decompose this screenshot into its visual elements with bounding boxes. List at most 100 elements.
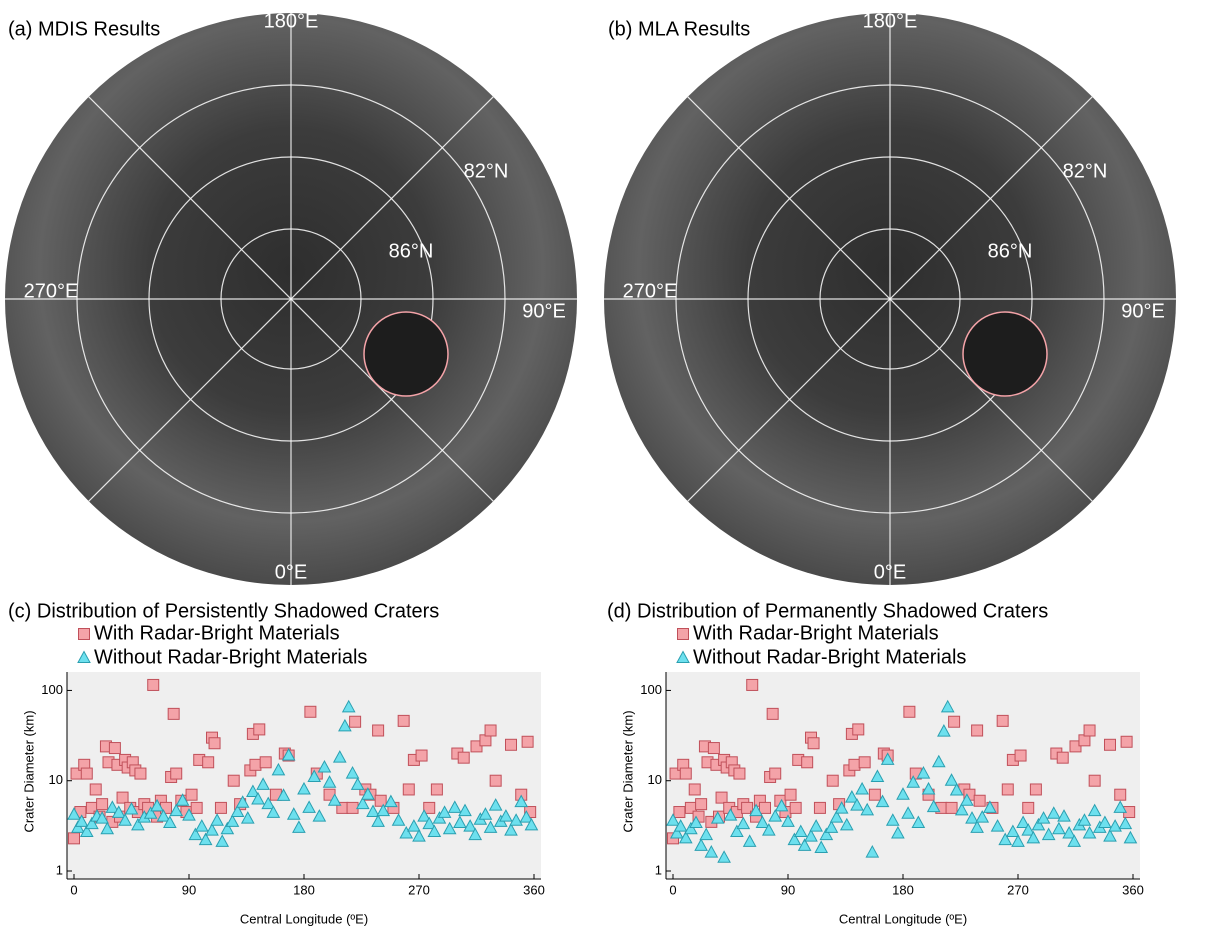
point bbox=[403, 784, 414, 795]
point bbox=[790, 802, 801, 813]
point bbox=[1121, 736, 1132, 747]
point bbox=[81, 768, 92, 779]
point bbox=[814, 802, 825, 813]
lat-label: 86°N bbox=[389, 240, 434, 262]
y-tick-label: 100 bbox=[41, 682, 63, 697]
point bbox=[1030, 784, 1041, 795]
point bbox=[689, 784, 700, 795]
point bbox=[250, 759, 261, 770]
y-axis-label: Crater Diameter (km) bbox=[21, 710, 36, 832]
point bbox=[869, 789, 880, 800]
point bbox=[375, 795, 386, 806]
point bbox=[398, 715, 409, 726]
x-axis-label: Central Longitude (ºE) bbox=[839, 911, 967, 926]
point bbox=[904, 706, 915, 717]
point bbox=[946, 802, 957, 813]
point bbox=[808, 738, 819, 749]
point bbox=[431, 784, 442, 795]
point bbox=[1105, 739, 1116, 750]
point bbox=[260, 757, 271, 768]
point bbox=[228, 775, 239, 786]
chart: (c) Distribution of Persistently Shadowe… bbox=[8, 600, 545, 926]
point bbox=[522, 736, 533, 747]
figure: (a) MDIS Results 180°E 270°E 90°E 0°E 82°N 86°… bbox=[0, 0, 1207, 936]
point bbox=[490, 775, 501, 786]
point bbox=[827, 775, 838, 786]
point bbox=[716, 792, 727, 803]
point bbox=[849, 759, 860, 770]
point bbox=[347, 802, 358, 813]
legend-marker bbox=[678, 629, 689, 640]
point bbox=[109, 743, 120, 754]
legend-label: Without Radar-Bright Materials bbox=[693, 646, 966, 668]
point bbox=[1084, 725, 1095, 736]
x-tick-label: 180 bbox=[293, 882, 315, 897]
point bbox=[215, 802, 226, 813]
point bbox=[1057, 752, 1068, 763]
point bbox=[696, 799, 707, 810]
x-tick-label: 90 bbox=[182, 882, 196, 897]
point bbox=[416, 750, 427, 761]
y-tick-label: 1 bbox=[655, 862, 662, 877]
legend-marker bbox=[79, 629, 90, 640]
point bbox=[680, 768, 691, 779]
y-tick-label: 10 bbox=[49, 772, 63, 787]
point bbox=[148, 679, 159, 690]
point bbox=[760, 802, 771, 813]
x-tick-label: 270 bbox=[408, 882, 430, 897]
point bbox=[1115, 789, 1126, 800]
point bbox=[708, 743, 719, 754]
point bbox=[485, 725, 496, 736]
lon-label: 90°E bbox=[522, 300, 566, 322]
point bbox=[785, 789, 796, 800]
map-title: (a) MDIS Results bbox=[8, 18, 160, 40]
point bbox=[1023, 802, 1034, 813]
point bbox=[254, 724, 265, 735]
point bbox=[69, 833, 80, 844]
point bbox=[117, 792, 128, 803]
lon-label: 270°E bbox=[24, 280, 79, 302]
point bbox=[209, 738, 220, 749]
point bbox=[1015, 750, 1026, 761]
point bbox=[674, 807, 685, 818]
x-tick-label: 360 bbox=[523, 882, 545, 897]
point bbox=[350, 716, 361, 727]
point bbox=[90, 784, 101, 795]
lat-label: 86°N bbox=[988, 240, 1033, 262]
point bbox=[997, 715, 1008, 726]
x-tick-label: 180 bbox=[892, 882, 914, 897]
lon-label: 0°E bbox=[874, 561, 906, 583]
point bbox=[168, 708, 179, 719]
y-tick-label: 100 bbox=[640, 682, 662, 697]
point bbox=[458, 752, 469, 763]
chart: (d) Distribution of Permanently Shadowed… bbox=[607, 600, 1144, 926]
y-tick-label: 1 bbox=[56, 862, 63, 877]
point bbox=[1002, 784, 1013, 795]
point bbox=[767, 708, 778, 719]
crater bbox=[364, 312, 448, 396]
lon-label: 180°E bbox=[264, 10, 319, 32]
y-tick-label: 10 bbox=[648, 772, 662, 787]
point bbox=[305, 706, 316, 717]
point bbox=[171, 768, 182, 779]
legend-marker bbox=[677, 652, 689, 663]
point bbox=[802, 757, 813, 768]
point bbox=[191, 802, 202, 813]
lat-label: 82°N bbox=[464, 160, 509, 182]
point bbox=[853, 724, 864, 735]
legend-marker bbox=[78, 652, 90, 663]
point bbox=[747, 679, 758, 690]
point bbox=[972, 725, 983, 736]
x-tick-label: 360 bbox=[1122, 882, 1144, 897]
lon-label: 90°E bbox=[1121, 300, 1165, 322]
lon-label: 270°E bbox=[623, 280, 678, 302]
lon-label: 0°E bbox=[275, 561, 307, 583]
point bbox=[770, 768, 781, 779]
point bbox=[373, 725, 384, 736]
x-tick-label: 0 bbox=[669, 882, 676, 897]
point bbox=[203, 757, 214, 768]
x-tick-label: 270 bbox=[1007, 882, 1029, 897]
y-axis-label: Crater Diameter (km) bbox=[620, 710, 635, 832]
point bbox=[135, 768, 146, 779]
crater bbox=[963, 312, 1047, 396]
